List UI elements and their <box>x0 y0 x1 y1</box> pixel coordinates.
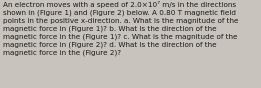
Text: An electron moves with a speed of 2.0×10⁷ m/s in the directions
shown in (Figure: An electron moves with a speed of 2.0×10… <box>3 1 239 56</box>
